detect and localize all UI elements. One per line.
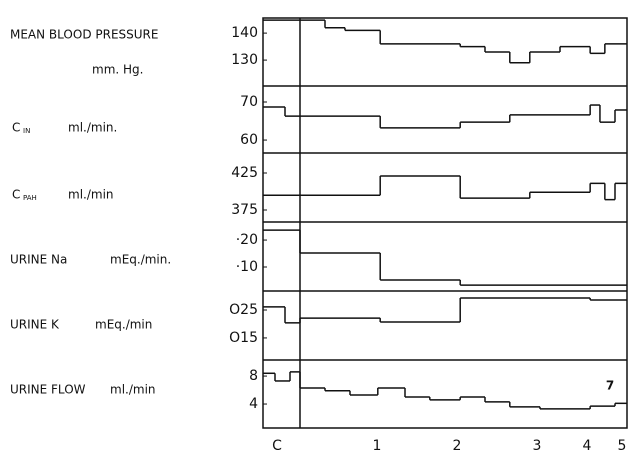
- panel-title: MEAN BLOOD PRESSURE: [10, 28, 158, 42]
- y-tick-label: O25: [229, 302, 258, 318]
- y-tick-label: 8: [249, 368, 258, 384]
- panel-title-sub: PAH: [23, 194, 37, 202]
- panel-unit: ml./min.: [68, 121, 117, 135]
- x-tick-label: 3: [533, 438, 542, 454]
- y-tick-label: 60: [240, 132, 258, 148]
- panel-unit: ml./min: [68, 188, 114, 202]
- y-tick-label: 4: [249, 396, 258, 412]
- y-tick-label: 140: [231, 25, 258, 41]
- y-tick-label: 130: [231, 52, 258, 68]
- panel-title: URINE FLOW: [10, 383, 86, 397]
- panel-unit: mEq./min.: [110, 253, 171, 267]
- panel-unit: mm. Hg.: [92, 63, 143, 77]
- y-tick-label: ·20: [236, 232, 258, 248]
- panel-unit: ml./min: [110, 383, 156, 397]
- panel-title-sub: IN: [23, 127, 30, 135]
- x-tick-label: 4: [583, 438, 592, 454]
- y-tick-label: 375: [231, 202, 258, 218]
- x-tick-label: 5: [618, 438, 627, 454]
- y-tick-label: 425: [231, 165, 258, 181]
- panel-unit: mEq./min: [95, 318, 152, 332]
- panel-title: C: [12, 121, 20, 135]
- x-tick-label: C: [272, 438, 282, 454]
- panel-title: URINE K: [10, 318, 60, 332]
- y-tick-label: 70: [240, 94, 258, 110]
- x-tick-label: 2: [453, 438, 462, 454]
- frame: [262, 17, 628, 429]
- panel-title: URINE Na: [10, 253, 67, 267]
- x-tick-label: 1: [373, 438, 382, 454]
- panel-title: C: [12, 188, 20, 202]
- y-tick-label: O15: [229, 330, 258, 346]
- figure-number: 7: [606, 379, 614, 393]
- y-tick-label: ·10: [236, 259, 258, 275]
